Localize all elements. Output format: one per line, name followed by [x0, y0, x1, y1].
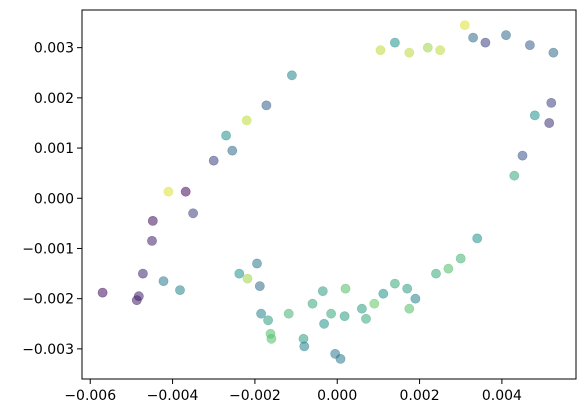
- scatter-point-62: [517, 150, 528, 161]
- scatter-point-16: [263, 315, 273, 326]
- x-tick-label: −0.004: [147, 388, 199, 404]
- scatter-point-14: [254, 281, 265, 291]
- scatter-point-60: [529, 110, 540, 121]
- y-tick-label: 0.001: [34, 141, 74, 157]
- scatter-point-18: [266, 333, 277, 344]
- scatter-point-39: [443, 263, 454, 274]
- scatter-point-44: [241, 115, 252, 126]
- scatter-point-10: [188, 208, 198, 219]
- scatter-point-56: [501, 30, 511, 40]
- scatter-point-55: [480, 37, 491, 48]
- scatter-point-29: [340, 283, 351, 294]
- scatter-point-61: [546, 98, 557, 108]
- scatter-point-49: [389, 37, 400, 48]
- scatter-point-25: [326, 308, 336, 319]
- scatter-point-27: [335, 353, 346, 364]
- x-tick-label: 0.002: [400, 388, 440, 404]
- scatter-point-6: [147, 235, 157, 246]
- scatter-point-46: [227, 145, 238, 156]
- scatter-point-5: [175, 285, 185, 295]
- y-tick-label: 0.002: [34, 91, 74, 107]
- scatter-point-51: [422, 42, 433, 53]
- scatter-point-30: [356, 303, 367, 314]
- scatter-point-9: [180, 186, 191, 197]
- plot-frame: [81, 9, 577, 380]
- scatter-point-48: [375, 45, 386, 56]
- scatter-point-50: [404, 47, 415, 58]
- y-tick-label: 0.003: [34, 41, 74, 57]
- scatter-point-15: [256, 308, 266, 319]
- x-axis: −0.006 −0.004 −0.002 0.000 0.002 0.004: [64, 379, 522, 404]
- scatter-point-36: [404, 303, 415, 314]
- x-tick-label: −0.002: [229, 388, 281, 404]
- scatter-point-38: [431, 268, 441, 279]
- y-axis: −0.003 −0.002 −0.001 0.000 0.001 0.002 0.003: [22, 41, 82, 358]
- scatter-point-57: [525, 40, 535, 50]
- y-tick-label: −0.003: [22, 342, 74, 358]
- x-tick-label: 0.004: [482, 388, 522, 404]
- scatter-point-8: [163, 186, 174, 197]
- scatter-point-59: [544, 118, 555, 128]
- y-tick-label: −0.002: [22, 292, 74, 308]
- scatter-point-21: [299, 341, 310, 352]
- x-tick-label: 0.000: [317, 388, 357, 404]
- scatter-point-47: [208, 155, 219, 166]
- scatter-point-23: [317, 286, 328, 296]
- scatter-point-40: [455, 253, 466, 264]
- scatter-point-32: [369, 298, 380, 309]
- x-tick-label: −0.006: [64, 388, 116, 404]
- scatter-point-35: [402, 283, 413, 294]
- scatter-point-3: [137, 268, 148, 279]
- scatter-point-11: [234, 268, 245, 279]
- points-layer: [97, 20, 559, 364]
- scatter-point-52: [435, 45, 445, 56]
- scatter-point-22: [307, 298, 318, 309]
- scatter-point-53: [459, 20, 470, 30]
- scatter-point-13: [252, 258, 262, 269]
- scatter-point-45: [221, 130, 231, 141]
- scatter-point-63: [509, 170, 520, 181]
- scatter-point-12: [242, 273, 253, 284]
- scatter-point-34: [389, 278, 400, 289]
- scatter-point-42: [286, 70, 297, 81]
- y-tick-label: 0.000: [34, 191, 74, 207]
- scatter-point-4: [158, 276, 169, 286]
- scatter-point-0: [97, 287, 108, 298]
- scatter-point-54: [468, 32, 478, 43]
- scatter-point-58: [548, 47, 559, 58]
- scatter-point-19: [283, 308, 294, 319]
- scatter-point-28: [339, 311, 350, 322]
- y-tick-label: −0.001: [22, 241, 74, 257]
- scatter-point-33: [378, 288, 389, 299]
- scatter-point-7: [147, 215, 158, 226]
- scatter-point-31: [361, 313, 371, 324]
- scatter-point-37: [410, 293, 421, 304]
- scatter-point-24: [319, 318, 329, 329]
- scatter-point-43: [261, 100, 272, 111]
- scatter-point-2: [133, 291, 144, 302]
- scatter-point-41: [472, 233, 483, 244]
